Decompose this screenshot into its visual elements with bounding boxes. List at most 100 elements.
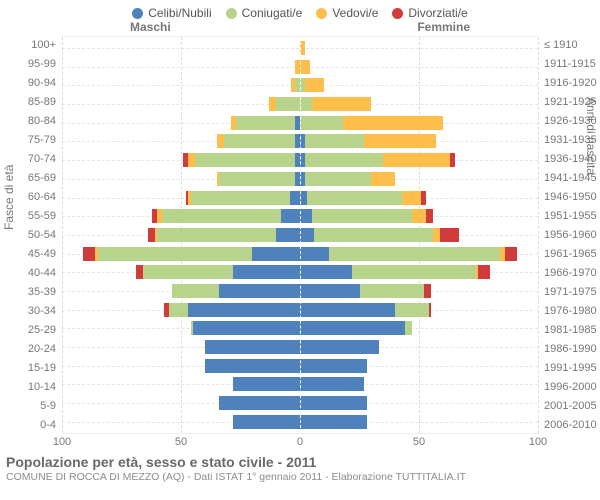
bar-male	[217, 134, 300, 148]
x-tick: 0	[297, 436, 303, 448]
bar-male	[183, 153, 300, 167]
age-label: 90-94	[0, 77, 56, 89]
bar-segment	[329, 247, 500, 261]
bar-segment	[300, 228, 314, 242]
bar-segment	[314, 228, 433, 242]
bar-segment	[300, 359, 367, 373]
cohort-label: 1966-1970	[544, 267, 600, 279]
bar-segment	[300, 60, 310, 74]
bar-segment	[429, 303, 431, 317]
bar-male	[205, 340, 300, 354]
cohort-label: 1911-1915	[544, 58, 600, 70]
grid-line	[538, 37, 539, 433]
legend-swatch	[316, 8, 327, 19]
age-label: 15-19	[0, 362, 56, 374]
bar-male	[205, 359, 300, 373]
bar-segment	[300, 97, 312, 111]
bar-female	[300, 396, 367, 410]
bar-segment	[300, 377, 364, 391]
age-label: 100+	[0, 39, 56, 51]
bar-segment	[360, 284, 424, 298]
bar-segment	[162, 209, 281, 223]
x-axis: 10050050100	[0, 434, 600, 450]
bar-female	[300, 228, 459, 242]
bar-female	[300, 247, 517, 261]
bar-segment	[233, 377, 300, 391]
bar-segment	[252, 247, 300, 261]
pyramid-chart: Celibi/NubiliConiugati/eVedovi/eDivorzia…	[0, 0, 600, 500]
bar-segment	[300, 340, 379, 354]
bar-male	[136, 265, 300, 279]
bar-segment	[157, 228, 276, 242]
bar-male	[233, 415, 300, 429]
bar-segment	[217, 134, 224, 148]
age-label: 5-9	[0, 400, 56, 412]
bar-male	[186, 191, 300, 205]
cohort-label: 1996-2000	[544, 381, 600, 393]
label-female: Femmine	[417, 20, 470, 34]
legend-item: Celibi/Nubili	[132, 6, 211, 20]
y-axis-left-title: Fasce di età	[2, 165, 16, 230]
bar-segment	[305, 78, 324, 92]
age-label: 85-89	[0, 96, 56, 108]
bar-male	[164, 303, 300, 317]
bar-male	[172, 284, 301, 298]
age-label: 30-34	[0, 305, 56, 317]
bar-segment	[395, 303, 428, 317]
bar-segment	[205, 340, 300, 354]
bar-female	[300, 153, 455, 167]
bar-segment	[402, 191, 421, 205]
bar-segment	[300, 321, 405, 335]
age-label: 40-44	[0, 267, 56, 279]
bar-segment	[219, 284, 300, 298]
bar-female	[300, 172, 395, 186]
bar-segment	[505, 247, 517, 261]
bar-male	[269, 97, 300, 111]
bar-segment	[276, 228, 300, 242]
cohort-label: 1981-1985	[544, 324, 600, 336]
chart-title: Popolazione per età, sesso e stato civil…	[6, 454, 594, 470]
age-label: 20-24	[0, 343, 56, 355]
bar-male	[231, 116, 300, 130]
bar-segment	[219, 172, 295, 186]
age-label: 45-49	[0, 248, 56, 260]
label-male: Maschi	[130, 20, 171, 34]
y-axis-right-title: Anni di nascita	[584, 97, 598, 175]
cohort-label: 1971-1975	[544, 286, 600, 298]
cohort-label: 1956-1960	[544, 229, 600, 241]
bar-segment	[136, 265, 143, 279]
bar-segment	[188, 303, 300, 317]
bar-male	[152, 209, 300, 223]
bar-segment	[300, 209, 312, 223]
bar-segment	[224, 134, 295, 148]
bar-segment	[433, 228, 440, 242]
bar-segment	[307, 191, 402, 205]
bar-female	[300, 284, 431, 298]
bar-male	[291, 78, 301, 92]
plot	[62, 36, 538, 434]
age-label: 10-14	[0, 381, 56, 393]
legend-label: Divorziati/e	[408, 6, 467, 20]
bar-segment	[188, 153, 195, 167]
x-tick: 100	[53, 436, 71, 448]
bar-segment	[83, 247, 95, 261]
legend-swatch	[132, 8, 143, 19]
legend-label: Celibi/Nubili	[148, 6, 211, 20]
bar-segment	[421, 191, 426, 205]
bar-segment	[233, 415, 300, 429]
cohort-label: 1976-1980	[544, 305, 600, 317]
legend-item: Coniugati/e	[226, 6, 303, 20]
bar-female	[300, 265, 490, 279]
y-axis-cohort: ≤ 19101911-19151916-19201921-19251926-19…	[538, 36, 600, 434]
legend-swatch	[226, 8, 237, 19]
bar-male	[233, 377, 300, 391]
bar-segment	[300, 303, 395, 317]
bar-segment	[424, 284, 431, 298]
x-tick: 50	[413, 436, 425, 448]
age-label: 80-84	[0, 115, 56, 127]
bar-female	[300, 60, 310, 74]
bar-segment	[143, 265, 233, 279]
bar-female	[300, 134, 436, 148]
x-tick: 50	[175, 436, 187, 448]
bar-segment	[269, 97, 276, 111]
